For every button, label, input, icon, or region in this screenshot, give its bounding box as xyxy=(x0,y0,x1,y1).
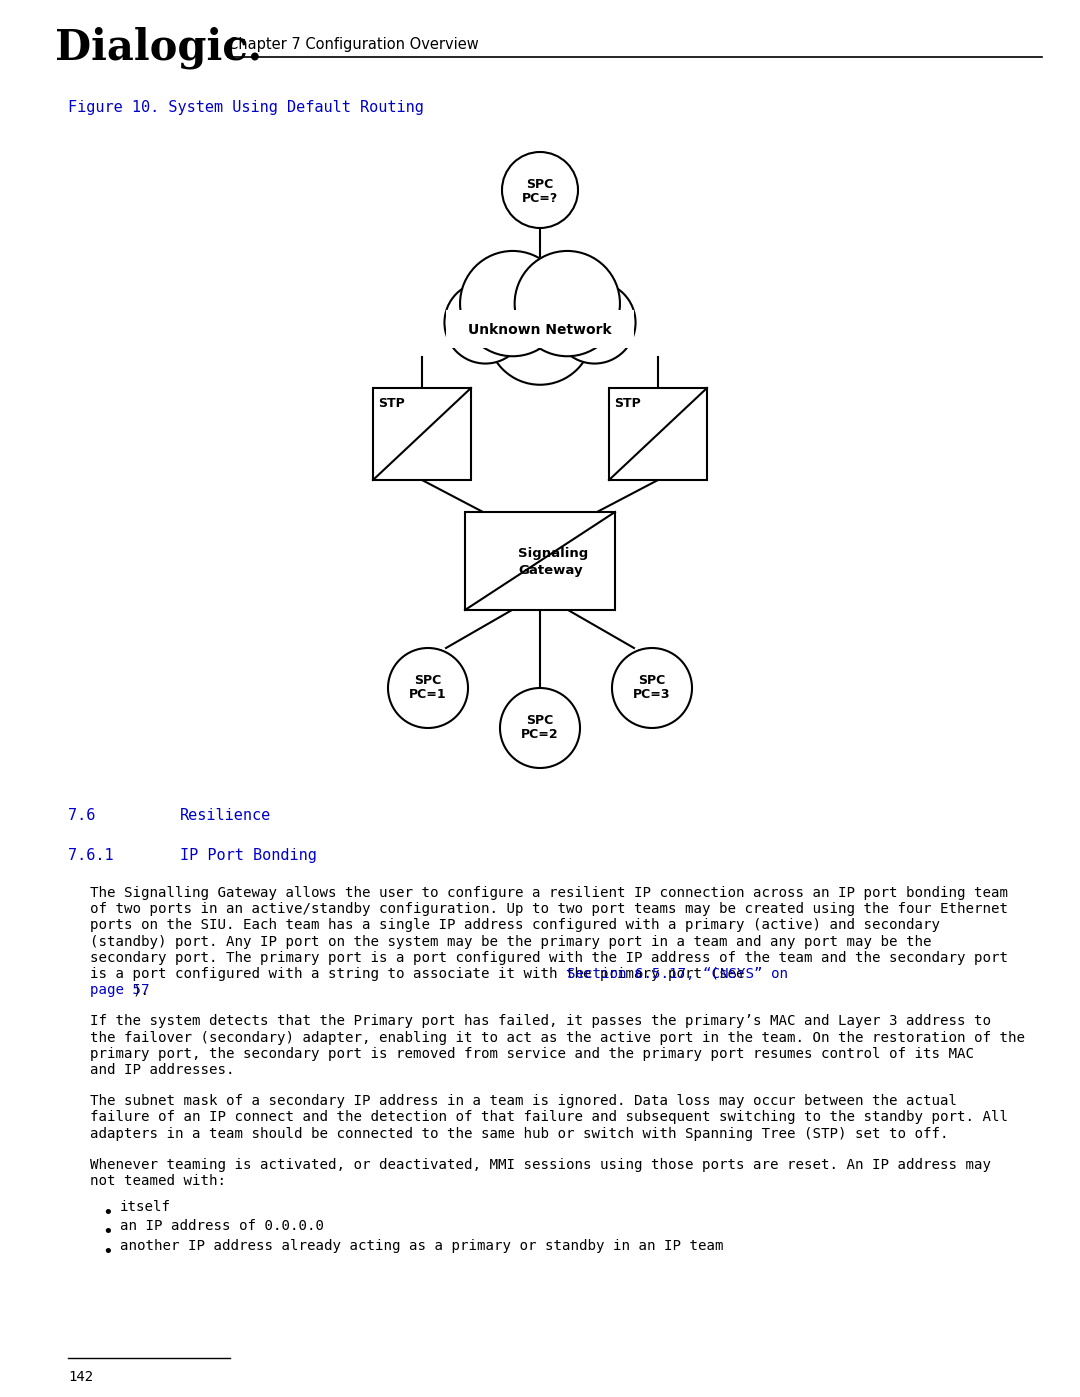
Text: SPC: SPC xyxy=(638,675,665,687)
Circle shape xyxy=(445,282,526,363)
Circle shape xyxy=(515,251,620,356)
Text: is a port configured with a string to associate it with the primary port (see: is a port configured with a string to as… xyxy=(90,967,753,981)
Text: the failover (secondary) adapter, enabling it to act as the active port in the t: the failover (secondary) adapter, enabli… xyxy=(90,1031,1025,1045)
Bar xyxy=(446,310,634,348)
Text: Signaling: Signaling xyxy=(518,548,589,560)
Text: PC=1: PC=1 xyxy=(409,689,447,701)
Text: Gateway: Gateway xyxy=(518,564,582,577)
Text: Dialogic.: Dialogic. xyxy=(55,27,262,70)
Text: itself: itself xyxy=(120,1200,171,1214)
Circle shape xyxy=(460,251,565,356)
Text: of two ports in an active/standby configuration. Up to two port teams may be cre: of two ports in an active/standby config… xyxy=(90,902,1008,916)
Text: If the system detects that the Primary port has failed, it passes the primary’s : If the system detects that the Primary p… xyxy=(90,1014,991,1028)
Text: SPC: SPC xyxy=(526,177,554,190)
Text: PC=2: PC=2 xyxy=(522,728,558,742)
Text: an IP address of 0.0.0.0: an IP address of 0.0.0.0 xyxy=(120,1220,324,1234)
Text: secondary port. The primary port is a port configured with the IP address of the: secondary port. The primary port is a po… xyxy=(90,951,1008,965)
Text: PC=3: PC=3 xyxy=(633,689,671,701)
Bar xyxy=(373,388,471,481)
Text: Chapter 7 Configuration Overview: Chapter 7 Configuration Overview xyxy=(228,36,478,52)
Text: Section 6.5.17, “CNSYS” on: Section 6.5.17, “CNSYS” on xyxy=(567,967,788,981)
Text: adapters in a team should be connected to the same hub or switch with Spanning T: adapters in a team should be connected t… xyxy=(90,1126,948,1140)
Text: and IP addresses.: and IP addresses. xyxy=(90,1063,234,1077)
Text: •: • xyxy=(102,1242,112,1260)
Text: •: • xyxy=(102,1224,112,1242)
Text: 7.6.1: 7.6.1 xyxy=(68,848,113,863)
Circle shape xyxy=(554,282,635,363)
Text: Whenever teaming is activated, or deactivated, MMI sessions using those ports ar: Whenever teaming is activated, or deacti… xyxy=(90,1158,991,1172)
Text: (standby) port. Any IP port on the system may be the primary port in a team and : (standby) port. Any IP port on the syste… xyxy=(90,935,931,949)
Circle shape xyxy=(388,648,468,728)
Text: Figure 10. System Using Default Routing: Figure 10. System Using Default Routing xyxy=(68,101,423,115)
Text: Unknown Network: Unknown Network xyxy=(469,323,611,337)
Text: The subnet mask of a secondary IP address in a team is ignored. Data loss may oc: The subnet mask of a secondary IP addres… xyxy=(90,1094,957,1108)
Circle shape xyxy=(502,152,578,228)
Text: failure of an IP connect and the detection of that failure and subsequent switch: failure of an IP connect and the detecti… xyxy=(90,1111,1008,1125)
Text: 7.6: 7.6 xyxy=(68,807,95,823)
Bar xyxy=(609,388,707,481)
Circle shape xyxy=(612,648,692,728)
Text: The Signalling Gateway allows the user to configure a resilient IP connection ac: The Signalling Gateway allows the user t… xyxy=(90,886,1008,900)
Text: SPC: SPC xyxy=(526,714,554,728)
Text: another IP address already acting as a primary or standby in an IP team: another IP address already acting as a p… xyxy=(120,1239,724,1253)
Text: ports on the SIU. Each team has a single IP address configured with a primary (a: ports on the SIU. Each team has a single… xyxy=(90,918,940,932)
Text: •: • xyxy=(102,1204,112,1222)
Text: primary port, the secondary port is removed from service and the primary port re: primary port, the secondary port is remo… xyxy=(90,1046,974,1060)
Text: ).: ). xyxy=(133,983,150,997)
Bar xyxy=(465,511,615,610)
Text: not teamed with:: not teamed with: xyxy=(90,1173,226,1187)
Text: page 57: page 57 xyxy=(90,983,149,997)
Text: IP Port Bonding: IP Port Bonding xyxy=(180,848,316,863)
Text: SPC: SPC xyxy=(415,675,442,687)
Text: 142: 142 xyxy=(68,1370,93,1384)
Text: PC=?: PC=? xyxy=(522,191,558,204)
Text: STP: STP xyxy=(615,397,640,409)
Text: STP: STP xyxy=(378,397,405,409)
Text: Resilience: Resilience xyxy=(180,807,271,823)
Circle shape xyxy=(500,687,580,768)
Circle shape xyxy=(487,279,593,384)
